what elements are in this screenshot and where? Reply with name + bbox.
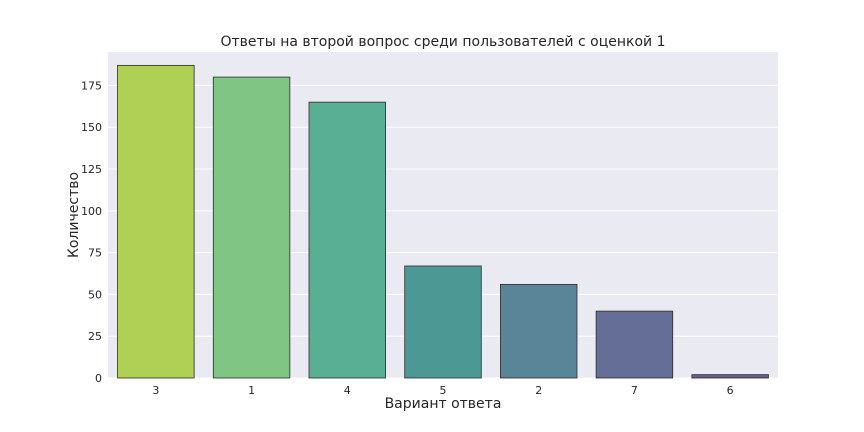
x-tick-label: 2	[535, 384, 542, 397]
bar-1	[212, 76, 291, 379]
y-tick-label: 75	[88, 247, 102, 260]
y-tick-label: 125	[81, 163, 102, 176]
x-tick-label: 7	[631, 384, 638, 397]
y-tick-label: 50	[88, 288, 102, 301]
y-axis-label: Количество	[66, 172, 82, 258]
x-tick-label: 4	[344, 384, 351, 397]
y-tick-labels: 0 25 50 75 100 125 150 175	[81, 79, 102, 385]
x-tick-label: 1	[248, 384, 255, 397]
bar-6	[691, 374, 769, 379]
y-tick-label: 25	[88, 330, 102, 343]
bar-4	[308, 101, 386, 379]
y-tick-label: 150	[81, 121, 102, 134]
bar-2	[500, 283, 578, 379]
chart-title: Ответы на второй вопрос среди пользовате…	[221, 34, 666, 50]
bars	[117, 64, 769, 379]
y-tick-label: 0	[95, 372, 102, 385]
y-tick-label: 175	[81, 79, 102, 92]
x-tick-labels: 3 1 4 5 2 7 6	[152, 384, 733, 397]
x-axis-label: Вариант ответа	[385, 396, 502, 412]
y-tick-label: 100	[81, 205, 102, 218]
bar-5	[404, 265, 482, 379]
bar-7	[595, 310, 674, 379]
x-tick-label: 5	[440, 384, 447, 397]
x-tick-label: 3	[152, 384, 159, 397]
x-tick-label: 6	[727, 384, 734, 397]
bar-3	[117, 64, 195, 379]
